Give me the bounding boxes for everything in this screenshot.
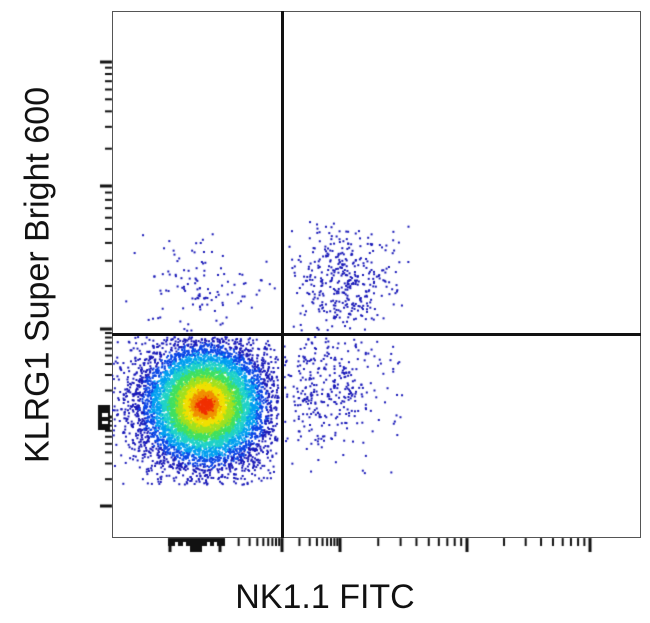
- y-axis-label: KLRG1 Super Bright 600: [18, 86, 57, 464]
- quadrant-gate-horizontal[interactable]: [112, 332, 641, 336]
- x-axis-label: NK1.1 FITC: [235, 578, 415, 616]
- quadrant-gate-vertical[interactable]: [280, 11, 284, 538]
